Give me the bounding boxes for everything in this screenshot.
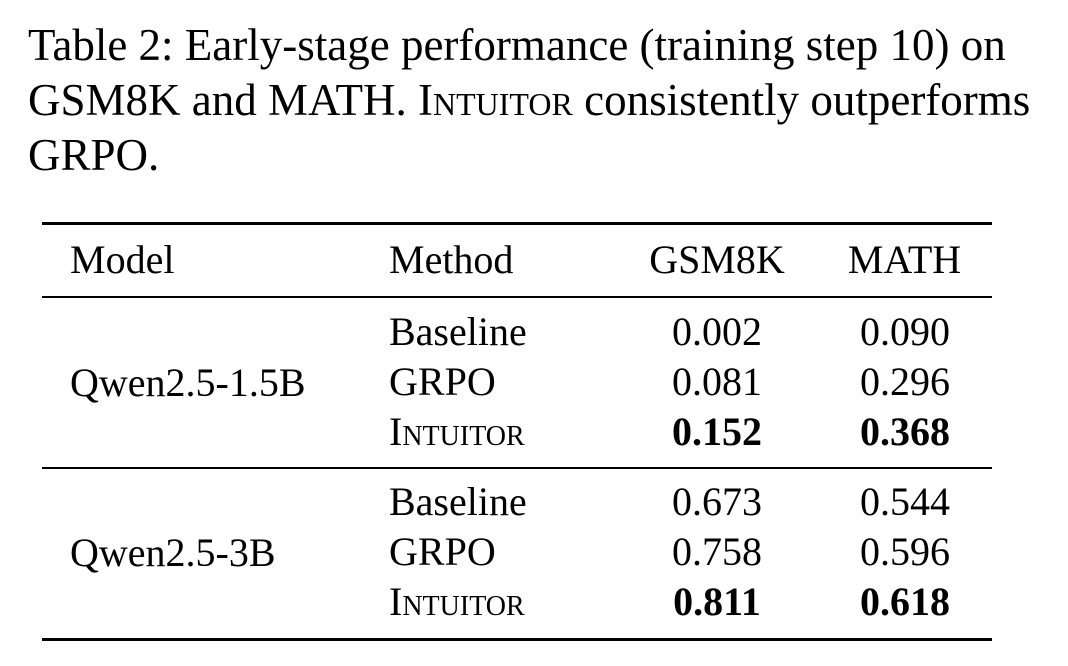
table-caption: Table 2: Early-stage performance (traini… bbox=[28, 18, 1048, 183]
math-cell: 0.596 bbox=[860, 529, 950, 574]
bottom-rule bbox=[42, 638, 992, 641]
gsm8k-cell: 0.002 bbox=[672, 309, 762, 354]
gsm8k-cell: 0.673 bbox=[672, 479, 762, 524]
math-cell-best: 0.368 bbox=[860, 409, 950, 454]
method-cell: Intuitor bbox=[389, 579, 525, 624]
gsm8k-cell-best: 0.152 bbox=[672, 409, 762, 454]
math-cell-best: 0.618 bbox=[860, 579, 950, 624]
gsm8k-cell: 0.081 bbox=[672, 359, 762, 404]
gsm8k-cell-best: 0.811 bbox=[673, 579, 761, 624]
method-cell: GRPO bbox=[389, 359, 496, 404]
header-gsm8k: GSM8K bbox=[649, 237, 785, 282]
method-cell: Baseline bbox=[389, 309, 527, 354]
top-rule bbox=[42, 222, 992, 225]
math-cell: 0.296 bbox=[860, 359, 950, 404]
gsm8k-cell: 0.758 bbox=[672, 529, 762, 574]
header-rule bbox=[42, 296, 992, 298]
header-model: Model bbox=[70, 237, 175, 282]
method-cell: Intuitor bbox=[389, 409, 525, 454]
group-model-label: Qwen2.5-1.5B bbox=[70, 360, 306, 405]
method-cell: Baseline bbox=[389, 479, 527, 524]
header-method: Method bbox=[389, 237, 514, 282]
math-cell: 0.090 bbox=[860, 309, 950, 354]
caption-suffix: consistently outperforms GRPO. bbox=[28, 75, 1031, 180]
header-math: MATH bbox=[847, 237, 962, 282]
group-model-label: Qwen2.5-3B bbox=[70, 530, 276, 575]
method-cell: GRPO bbox=[389, 529, 496, 574]
caption-prefix: Table 2: Early-stage performance (traini… bbox=[28, 20, 1006, 125]
group-rule bbox=[42, 467, 992, 469]
caption-method-name: Intuitor bbox=[418, 75, 573, 125]
math-cell: 0.544 bbox=[860, 479, 950, 524]
